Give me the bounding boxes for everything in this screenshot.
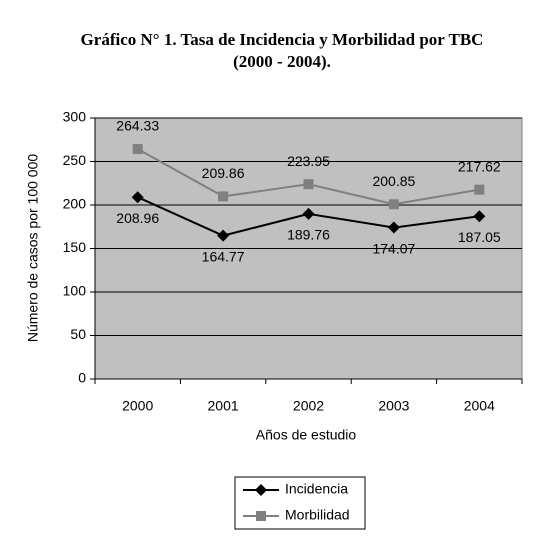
y-tick-label: 150 bbox=[63, 239, 87, 255]
x-axis-label: Años de estudio bbox=[256, 427, 357, 443]
data-label: 174.07 bbox=[372, 240, 415, 256]
data-label: 209.86 bbox=[202, 165, 245, 181]
chart-title: Gráfico N° 1. Tasa de Incidencia y Morbi… bbox=[81, 30, 484, 49]
data-label: 264.33 bbox=[116, 118, 159, 134]
data-point bbox=[473, 210, 486, 223]
y-tick-label: 50 bbox=[70, 326, 86, 342]
data-label: 208.96 bbox=[116, 210, 159, 226]
data-point bbox=[474, 184, 485, 195]
legend-marker bbox=[256, 511, 266, 521]
data-point bbox=[388, 199, 399, 210]
data-label: 223.95 bbox=[287, 153, 330, 169]
data-label: 187.05 bbox=[458, 229, 501, 245]
data-label: 189.76 bbox=[287, 227, 330, 243]
y-tick-label: 200 bbox=[63, 196, 87, 212]
legend-label: Incidencia bbox=[285, 481, 348, 497]
y-axis-label: Número de casos por 100 000 bbox=[25, 154, 41, 343]
legend-label: Morbilidad bbox=[285, 507, 350, 523]
data-point bbox=[387, 221, 400, 234]
x-tick-label: 2001 bbox=[208, 398, 239, 414]
legend-marker bbox=[255, 484, 267, 496]
y-tick-label: 250 bbox=[63, 152, 87, 168]
y-tick-label: 0 bbox=[78, 370, 86, 386]
data-point bbox=[218, 191, 229, 202]
chart-title: (2000 - 2004). bbox=[233, 52, 331, 71]
data-point bbox=[303, 179, 314, 190]
data-label: 200.85 bbox=[372, 173, 415, 189]
data-point bbox=[132, 144, 143, 155]
x-tick-label: 2004 bbox=[464, 398, 495, 414]
data-point bbox=[217, 229, 230, 242]
data-point bbox=[131, 191, 144, 204]
y-tick-label: 300 bbox=[63, 109, 87, 125]
y-tick-label: 100 bbox=[63, 283, 87, 299]
x-tick-label: 2003 bbox=[378, 398, 409, 414]
data-label: 164.77 bbox=[202, 248, 245, 264]
data-label: 217.62 bbox=[458, 158, 501, 174]
x-tick-label: 2000 bbox=[122, 398, 153, 414]
data-point bbox=[302, 207, 315, 220]
x-tick-label: 2002 bbox=[293, 398, 324, 414]
